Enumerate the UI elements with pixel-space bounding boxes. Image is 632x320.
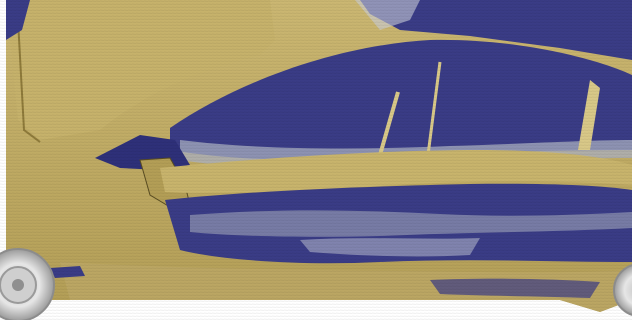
rear-wheel: [613, 264, 632, 316]
front-wheel: [0, 248, 55, 320]
